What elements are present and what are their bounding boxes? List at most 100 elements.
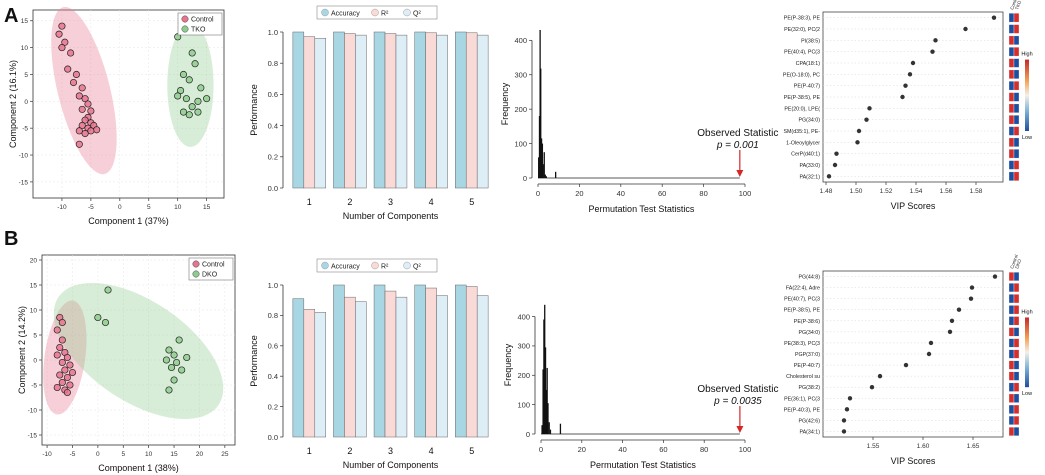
b-pls-x-tick-label: 5 <box>121 451 125 458</box>
b-perm-histogram-bar <box>545 389 548 434</box>
a-perf-x-tick-label: 2 <box>347 197 352 207</box>
b-vip-heat-cell <box>1013 316 1020 326</box>
b-perm-x-tick-label: 60 <box>659 445 667 454</box>
b-perm-y-axis-label: Frequency <box>503 343 513 386</box>
a-vip-feature-label: PA(33:0) <box>799 163 820 169</box>
a-vip-x-tick-label: 1.54 <box>910 188 923 195</box>
a-vip-heat-cell <box>1008 92 1015 102</box>
b-vip-x-tick-label: 1.55 <box>867 443 880 450</box>
b-perf-x-tick-label: 3 <box>388 446 393 456</box>
a-perf-x-tick-label: 4 <box>429 197 434 207</box>
b-perf-bar-r2 <box>465 286 478 438</box>
b-pls-point-dko <box>104 286 112 294</box>
a-vip-vip-point <box>930 49 935 54</box>
a-perf-y-tick-label: 0.8 <box>268 59 278 68</box>
b-pls-point-dko <box>178 366 186 374</box>
a-perm-x-tick-label: 100 <box>739 189 752 198</box>
a-perm-y-axis-label: Frequency <box>500 82 510 125</box>
b-pls-x-tick-label: 25 <box>221 451 229 458</box>
b-vip-feature-label: PA(34:1) <box>799 429 820 435</box>
b-perf-legend-marker <box>403 261 411 270</box>
b-vip-vip-point <box>877 373 883 379</box>
b-vip-feature-label: PE(40:7), PC(3 <box>784 297 820 303</box>
a-pls-x-tick-label: 15 <box>203 204 211 211</box>
a-perf-y-tick-label: 0.0 <box>268 184 278 193</box>
a-vip-heat-cell <box>1013 149 1020 159</box>
b-pls-x-axis-label: Component 1 (38%) <box>98 463 179 473</box>
b-perm-histogram-bar <box>544 347 547 434</box>
a-perf-y-tick-label: 0.2 <box>268 153 278 162</box>
a-perf-legend-marker <box>321 8 329 17</box>
a-vip-vip-point <box>900 94 905 100</box>
a-pls-x-tick-label: 5 <box>147 204 151 211</box>
b-pls-y-tick-label: 20 <box>30 258 38 265</box>
a-vip-feature-label: PE(P-38:5), PE <box>784 95 821 101</box>
b-vip-feature-label: PE(P-38:6) <box>794 319 820 325</box>
a-perf-legend-marker <box>371 8 379 17</box>
b-perf-y-axis-label: Performance <box>249 335 259 387</box>
b-perm-observed-label: Observed Statistic <box>697 384 778 395</box>
a-vip-feature-label: PG(34:0) <box>799 118 821 124</box>
a-vip-feature-label: PE(O-18:0), PC <box>783 72 820 78</box>
a-perf-bar-r2 <box>465 32 478 189</box>
a-vip-vip-point <box>834 151 839 156</box>
a-vip-x-tick-label: 1.56 <box>940 188 953 195</box>
b-pls-y-tick-label: 10 <box>30 308 38 315</box>
a-perm-y-tick-label: 100 <box>514 139 527 148</box>
b-vip-heat-cell <box>1008 283 1015 293</box>
b-pls-point-dko <box>94 313 102 322</box>
a-vip-vip-point <box>867 106 872 111</box>
b-perf-bar-q2 <box>436 295 448 438</box>
a-vip-heat-cell <box>1013 92 1020 102</box>
a-perf-y-tick-label: 1.0 <box>268 28 278 37</box>
b-pls-x-tick-label: 20 <box>196 451 204 458</box>
a-vip-feature-label: 1-Oleoylglycer <box>786 140 820 146</box>
a-pls-point-control <box>55 30 63 38</box>
a-vip-heat-header: TKO <box>1014 0 1022 10</box>
a-perf-bar-q2 <box>314 37 326 189</box>
a-vip-vip-point <box>855 140 860 145</box>
b-pls-point-control <box>53 351 61 359</box>
a-perm-x-tick-label: 40 <box>617 189 625 198</box>
b-perf-bar-q2 <box>395 296 408 438</box>
a-pls-y-tick-label: -10 <box>19 153 29 160</box>
b-vip-heat-cell <box>1013 415 1020 425</box>
b-perm-histogram-bar <box>549 429 552 434</box>
b-perm-observed-arrow-head <box>736 426 744 433</box>
a-pls-point-tko <box>194 108 202 116</box>
b-pls-y-tick-label: 15 <box>30 283 38 290</box>
b-perf-y-tick-label: 0.6 <box>268 342 278 351</box>
a-perf-bar-q2 <box>355 34 367 189</box>
b-vip-heat-cell <box>1008 327 1015 337</box>
a-pls-y-tick-label: 0 <box>24 99 28 106</box>
b-vip-feature-label: PE(P-38:5), PE <box>784 308 821 314</box>
a-perm-histogram-bar <box>543 152 545 178</box>
a-vip-heat-cell <box>1008 115 1015 125</box>
b-perf-y-tick-label: 0.0 <box>268 433 278 442</box>
a-pls-ellipse-tko <box>167 23 214 147</box>
a-pls-y-tick-label: 5 <box>24 72 28 79</box>
b-perf-bar-q2 <box>476 295 489 438</box>
b-vip-vip-point <box>949 318 955 323</box>
b-perf-bar-accuracy <box>333 284 345 438</box>
a-vip-vip-point <box>832 162 838 168</box>
b-vip-feature-label: PG(34:0) <box>799 330 821 336</box>
a-vip-heat-cell <box>1013 103 1020 113</box>
a-pls-point-tko <box>197 84 205 92</box>
a-perm-histogram-bar <box>538 157 540 178</box>
b-pls-point-dko <box>170 351 178 359</box>
b-vip-vip-point <box>903 362 909 368</box>
a-perf-x-tick-label: 1 <box>307 197 312 207</box>
b-pls-point-control <box>58 378 66 387</box>
b-vip-heat-cell <box>1013 360 1020 370</box>
a-pls-point-tko <box>191 60 199 68</box>
a-vip-heat-cell <box>1008 47 1015 57</box>
a-vip-x-tick-label: 1.50 <box>850 188 863 195</box>
a-vip-heat-cell <box>1008 137 1015 147</box>
a-vip-vip-point <box>903 83 908 88</box>
a-perf-bar-r2 <box>303 36 316 189</box>
a-vip-heat-cell <box>1013 126 1020 136</box>
a-vip-feature-label: PE(P-40:7) <box>794 84 820 90</box>
a-perm-y-tick-label: 0 <box>523 174 527 183</box>
a-pls-point-control <box>81 129 89 138</box>
